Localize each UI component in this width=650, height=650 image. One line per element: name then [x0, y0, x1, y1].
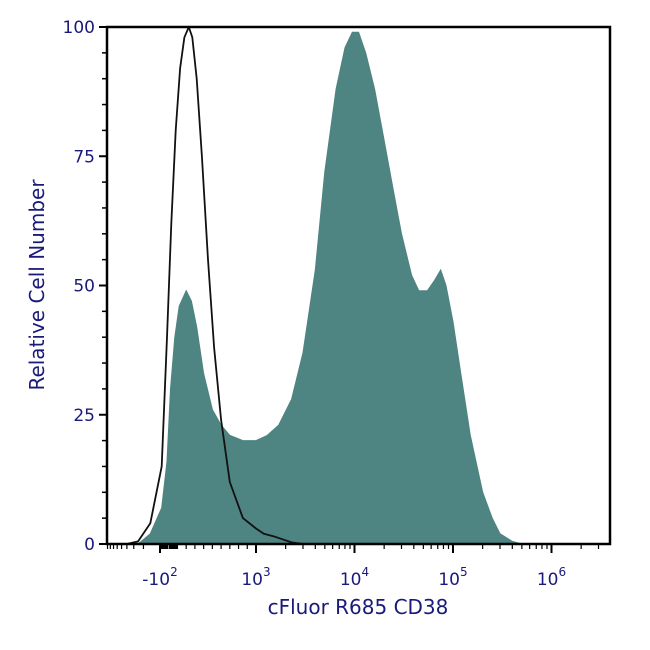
- x-tick-label: 103: [241, 565, 270, 590]
- y-tick-label: 0: [84, 535, 95, 555]
- x-tick-label: -102: [142, 565, 177, 590]
- y-tick-label: 50: [73, 277, 95, 297]
- stained-histogram-area: [126, 31, 522, 545]
- x-tick-label: 106: [537, 565, 566, 590]
- x-tick-label: 104: [340, 565, 369, 590]
- control-histogram-outline: [126, 26, 304, 545]
- y-tick-label: 25: [73, 406, 95, 426]
- x-axis-title: cFluor R685 CD38: [268, 595, 449, 619]
- x-tick-label: 105: [438, 565, 467, 590]
- y-tick-label: 100: [63, 18, 95, 38]
- y-axis-title: Relative Cell Number: [25, 179, 49, 391]
- y-tick-label: 75: [73, 147, 95, 167]
